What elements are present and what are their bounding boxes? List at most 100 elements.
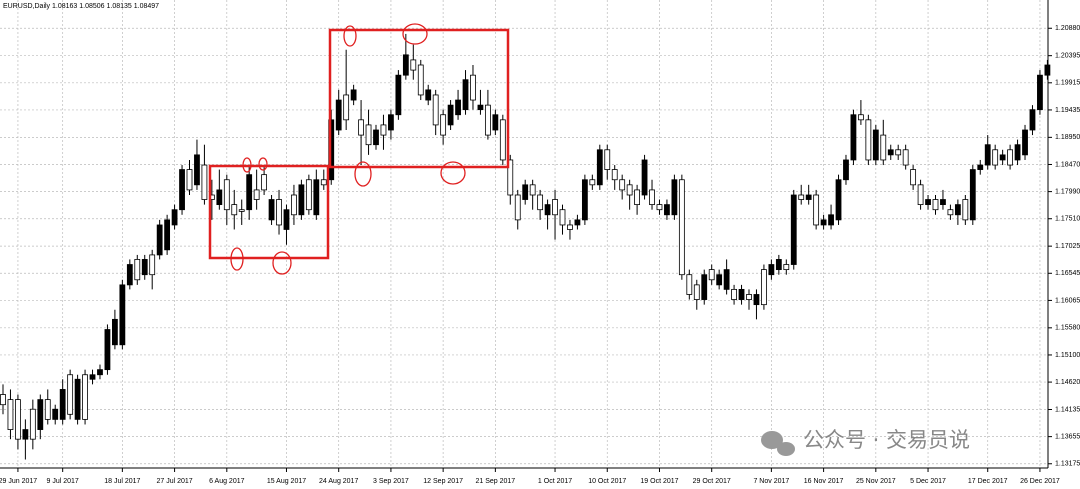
y-tick-label: 1.14135 [1055,406,1080,413]
candle-body [775,259,782,271]
x-tick-label: 12 Sep 2017 [423,478,463,485]
candle-body [537,194,544,211]
y-tick-label: 1.16545 [1055,270,1080,277]
candle-body [507,159,514,196]
candle-body [119,284,126,346]
candle-body [954,204,961,216]
candle-body [373,129,379,146]
y-tick-label: 1.20395 [1055,53,1080,60]
candles [0,33,1051,460]
x-tick-label: 3 Sep 2017 [373,478,409,485]
highlight-ellipse [258,157,268,171]
candle-body [67,374,74,415]
candle-body [805,194,812,200]
y-tick-label: 1.17990 [1055,188,1080,195]
candle-body [634,189,640,206]
candle-body [522,184,529,200]
candle-body [514,194,521,221]
x-tick-label: 19 Oct 2017 [640,478,678,485]
candle-body [798,194,805,200]
candle-body [828,214,834,226]
candle-body [940,199,946,206]
annotations [230,23,466,275]
candle-body [313,179,320,216]
candle-body [604,149,611,170]
y-tick-label: 1.17510 [1055,216,1080,223]
candle-body [291,194,297,216]
x-tick-label: 15 Aug 2017 [267,478,306,485]
x-tick-label: 29 Oct 2017 [693,478,731,485]
candle-body [499,119,506,161]
candle-body [626,184,633,196]
candle-body [74,378,81,420]
y-tick-label: 1.18470 [1055,161,1080,168]
candle-body [947,209,954,216]
candle-body [552,199,558,216]
candle-body [410,59,417,71]
candle-body [813,194,820,226]
candle-body [693,284,700,300]
highlight-ellipse [272,251,292,275]
candle-body [761,269,767,306]
candle-body [656,204,663,211]
candle-body [126,264,133,286]
candle-body [37,399,44,430]
candle-body [902,149,909,166]
candle-body [462,79,469,111]
candle-body [134,259,141,281]
candle-body [969,169,976,221]
candle-body [276,199,282,226]
candle-body [477,104,484,111]
candle-body [820,219,827,226]
x-tick-label: 29 Jun 2017 [0,478,37,485]
candle-body [783,264,790,271]
candle-body [320,179,327,186]
candle-body [529,184,536,196]
x-tick-label: 26 Dec 2017 [1020,478,1060,485]
candle-body [574,219,581,226]
highlight-ellipse [354,161,372,187]
candle-body [962,199,969,221]
candle-body [7,399,14,430]
chart-title: EURUSD,Daily 1.08163 1.08506 1.08135 1.0… [3,3,159,10]
candle-body [186,169,193,191]
candle-body [1029,109,1036,131]
highlight-ellipse [343,25,357,47]
candle-body [44,399,51,420]
x-tick-label: 16 Nov 2017 [804,478,844,485]
candle-body [925,199,931,206]
candle-body [201,164,208,200]
candle-body [850,114,857,161]
candle-body [112,318,118,346]
candle-body [581,179,588,221]
y-tick-label: 1.15580 [1055,325,1080,332]
candle-body [641,159,648,196]
highlight-ellipse [440,161,466,185]
candle-body [723,269,730,290]
y-tick-label: 1.19915 [1055,80,1080,87]
candle-body [790,194,797,265]
candle-body [417,64,424,96]
candle-body [716,274,723,286]
candle-body [872,129,879,161]
highlight-ellipse [402,23,428,45]
candle-body [887,149,894,156]
x-tick-label: 7 Nov 2017 [753,478,789,485]
candle-body [1037,74,1043,111]
candle-body [678,179,685,276]
candle-body [440,114,447,136]
watermark: 公众号 · 交易员说 [803,428,970,452]
candle-body [171,209,178,226]
candle-body [82,374,88,420]
candle-body [15,399,21,440]
candle-body [298,184,305,216]
candle-body [380,124,387,136]
candle-body [738,288,745,300]
candle-body [283,209,290,230]
candle-body [701,274,708,300]
y-tick-label: 1.20880 [1055,25,1080,32]
candle-body [984,144,991,166]
candle-body [223,179,230,211]
candle-body [858,114,864,121]
x-tick-label: 17 Dec 2017 [968,478,1008,485]
